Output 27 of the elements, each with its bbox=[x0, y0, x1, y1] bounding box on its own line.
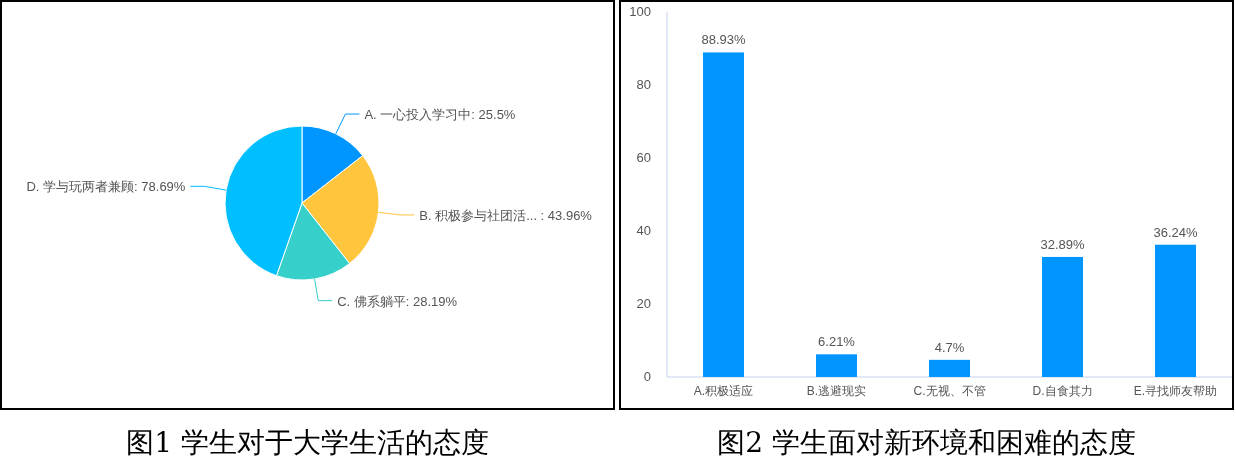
y-tick-label: 0 bbox=[643, 369, 651, 384]
slice-label: D. 学与玩两者兼顾: 78.69% bbox=[26, 179, 186, 195]
bar bbox=[1042, 256, 1083, 377]
bar bbox=[703, 52, 744, 377]
data-label: 4.7% bbox=[934, 339, 965, 355]
x-tick-label: B.逃避现实 bbox=[806, 384, 867, 398]
y-tick-label: 40 bbox=[636, 223, 651, 238]
y-tick-label: 100 bbox=[629, 4, 651, 19]
slice-label: C. 佛系躺平: 28.19% bbox=[337, 293, 458, 309]
data-label: 6.21% bbox=[818, 334, 856, 350]
x-tick-label: A.积极适应 bbox=[693, 384, 754, 398]
y-tick-label: 20 bbox=[636, 296, 651, 311]
x-tick-label: C.无视、不管 bbox=[913, 384, 986, 398]
bar bbox=[816, 354, 857, 377]
data-label: 88.93% bbox=[701, 32, 746, 48]
x-tick-label: D.自食其力 bbox=[1032, 384, 1093, 398]
y-tick-label: 60 bbox=[636, 150, 651, 165]
bar bbox=[1155, 244, 1196, 377]
x-tick-label: E.寻找师友帮助 bbox=[1133, 384, 1218, 398]
data-label: 32.89% bbox=[1040, 236, 1085, 252]
slice-label: A. 一心投入学习中: 25.5% bbox=[364, 107, 516, 123]
slice-label: B. 积极参与社团活... : 43.96% bbox=[419, 207, 593, 223]
text: 图2 学生面对新环境和困难的态度 bbox=[717, 426, 1136, 459]
text: 图1 学生对于大学生活的态度 bbox=[126, 426, 489, 459]
bar bbox=[929, 359, 970, 377]
data-label: 36.24% bbox=[1153, 224, 1198, 240]
y-tick-label: 80 bbox=[636, 77, 651, 92]
